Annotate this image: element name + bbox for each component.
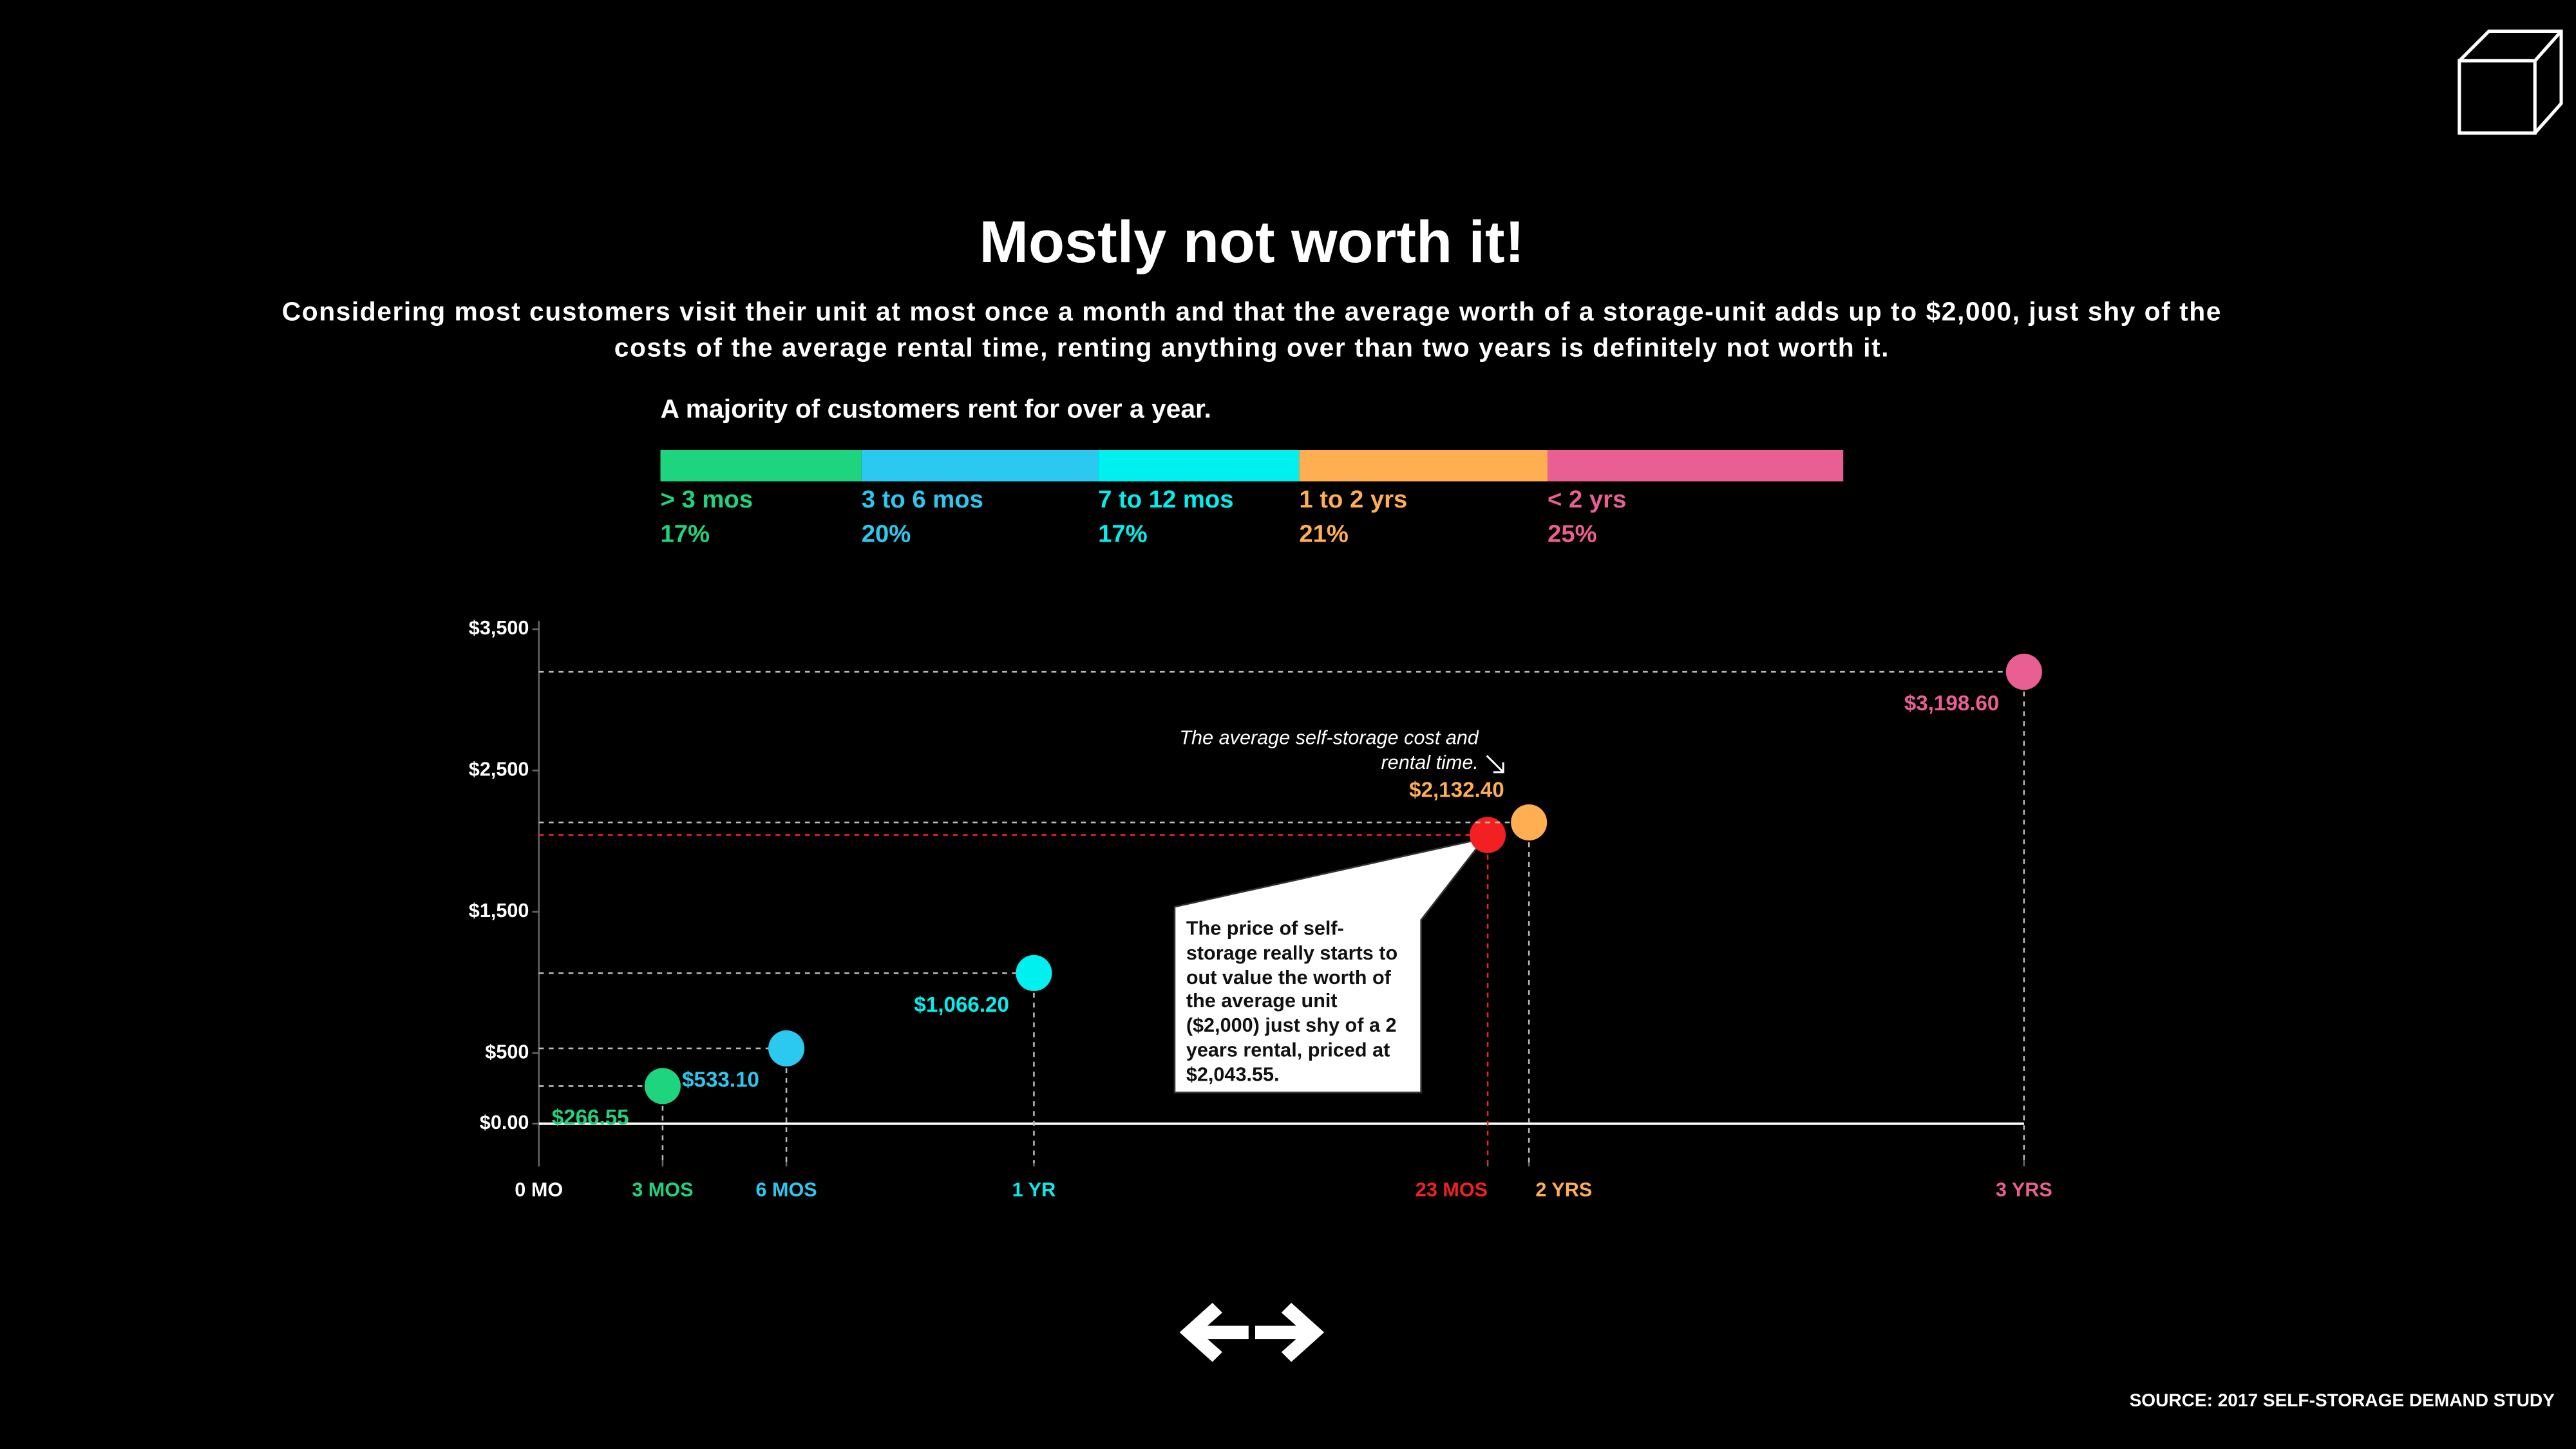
y-tick-label: $0.00 bbox=[480, 1112, 529, 1133]
segment-label: < 2 yrs bbox=[1548, 486, 1626, 513]
point bbox=[644, 1068, 681, 1104]
segment-value: 17% bbox=[1098, 520, 1148, 548]
value-label: $1,066.20 bbox=[914, 993, 1009, 1017]
segment-label: 1 to 2 yrs bbox=[1299, 486, 1407, 513]
point bbox=[1511, 804, 1548, 841]
cube-icon[interactable] bbox=[2458, 29, 2563, 135]
value-label: $266.55 bbox=[552, 1106, 629, 1130]
source: SOURCE: 2017 SELF-STORAGE DEMAND STUDY bbox=[2130, 1390, 2555, 1410]
y-tick-label: $3,500 bbox=[469, 617, 529, 639]
segment-label: > 3 mos bbox=[661, 486, 753, 513]
segment-value: 25% bbox=[1548, 520, 1597, 548]
callout: The price of self-storage really starts … bbox=[1186, 916, 1398, 1086]
note: The average self-storage cost and rental… bbox=[1179, 726, 1479, 774]
segment-label: 7 to 12 mos bbox=[1098, 486, 1233, 513]
nav-arrows[interactable] bbox=[1179, 1302, 1325, 1362]
segment-label: 3 to 6 mos bbox=[862, 486, 983, 513]
point bbox=[1016, 954, 1052, 992]
value-label: $533.10 bbox=[682, 1068, 759, 1092]
x-tick-label: 0 MO bbox=[515, 1179, 563, 1201]
y-tick-label: $500 bbox=[485, 1041, 529, 1063]
subtitle: Considering most customers visit their u… bbox=[281, 299, 2222, 363]
x-tick-label: 1 YR bbox=[1012, 1179, 1056, 1201]
x-tick-label: 3 YRS bbox=[1996, 1179, 2052, 1201]
point bbox=[2005, 654, 2042, 690]
value-label: $3,198.60 bbox=[1904, 692, 2000, 715]
bar-segment bbox=[1299, 450, 1548, 482]
y-tick-label: $2,500 bbox=[469, 759, 529, 781]
note-box: The average self-storage cost and rental… bbox=[1179, 726, 1479, 774]
y-tick-label: $1,500 bbox=[469, 900, 529, 922]
bar-title: A majority of customers rent for over a … bbox=[661, 394, 1212, 424]
bar-segment bbox=[861, 450, 1099, 482]
x-tick-label: 2 YRS bbox=[1535, 1179, 1592, 1201]
title: Mostly not worth it! bbox=[980, 209, 1525, 275]
point bbox=[768, 1030, 805, 1067]
segment-value: 17% bbox=[661, 520, 710, 548]
callout-box: The price of self-storage really starts … bbox=[1186, 916, 1398, 1086]
x-tick-label: 3 MOS bbox=[632, 1179, 693, 1201]
bar-segment bbox=[1098, 450, 1300, 482]
segment-value: 21% bbox=[1299, 520, 1349, 548]
value-label: $2,132.40 bbox=[1409, 778, 1504, 802]
bar-segment bbox=[660, 450, 862, 482]
bar-segment bbox=[1548, 450, 1844, 482]
x-tick-label: 6 MOS bbox=[755, 1179, 817, 1201]
charts: > 3 mos 17% 3 to 6 mos 20% 7 to 12 mos 17% 1 t… bbox=[469, 450, 2052, 1201]
x-tick-label: 23 MOS bbox=[1416, 1179, 1488, 1201]
subtitle-box: Considering most customers visit their u… bbox=[281, 299, 2222, 363]
segment-value: 20% bbox=[862, 520, 911, 548]
callout-pointer bbox=[1173, 837, 1487, 1094]
point bbox=[1470, 817, 1506, 853]
note-arrow bbox=[1486, 755, 1504, 773]
